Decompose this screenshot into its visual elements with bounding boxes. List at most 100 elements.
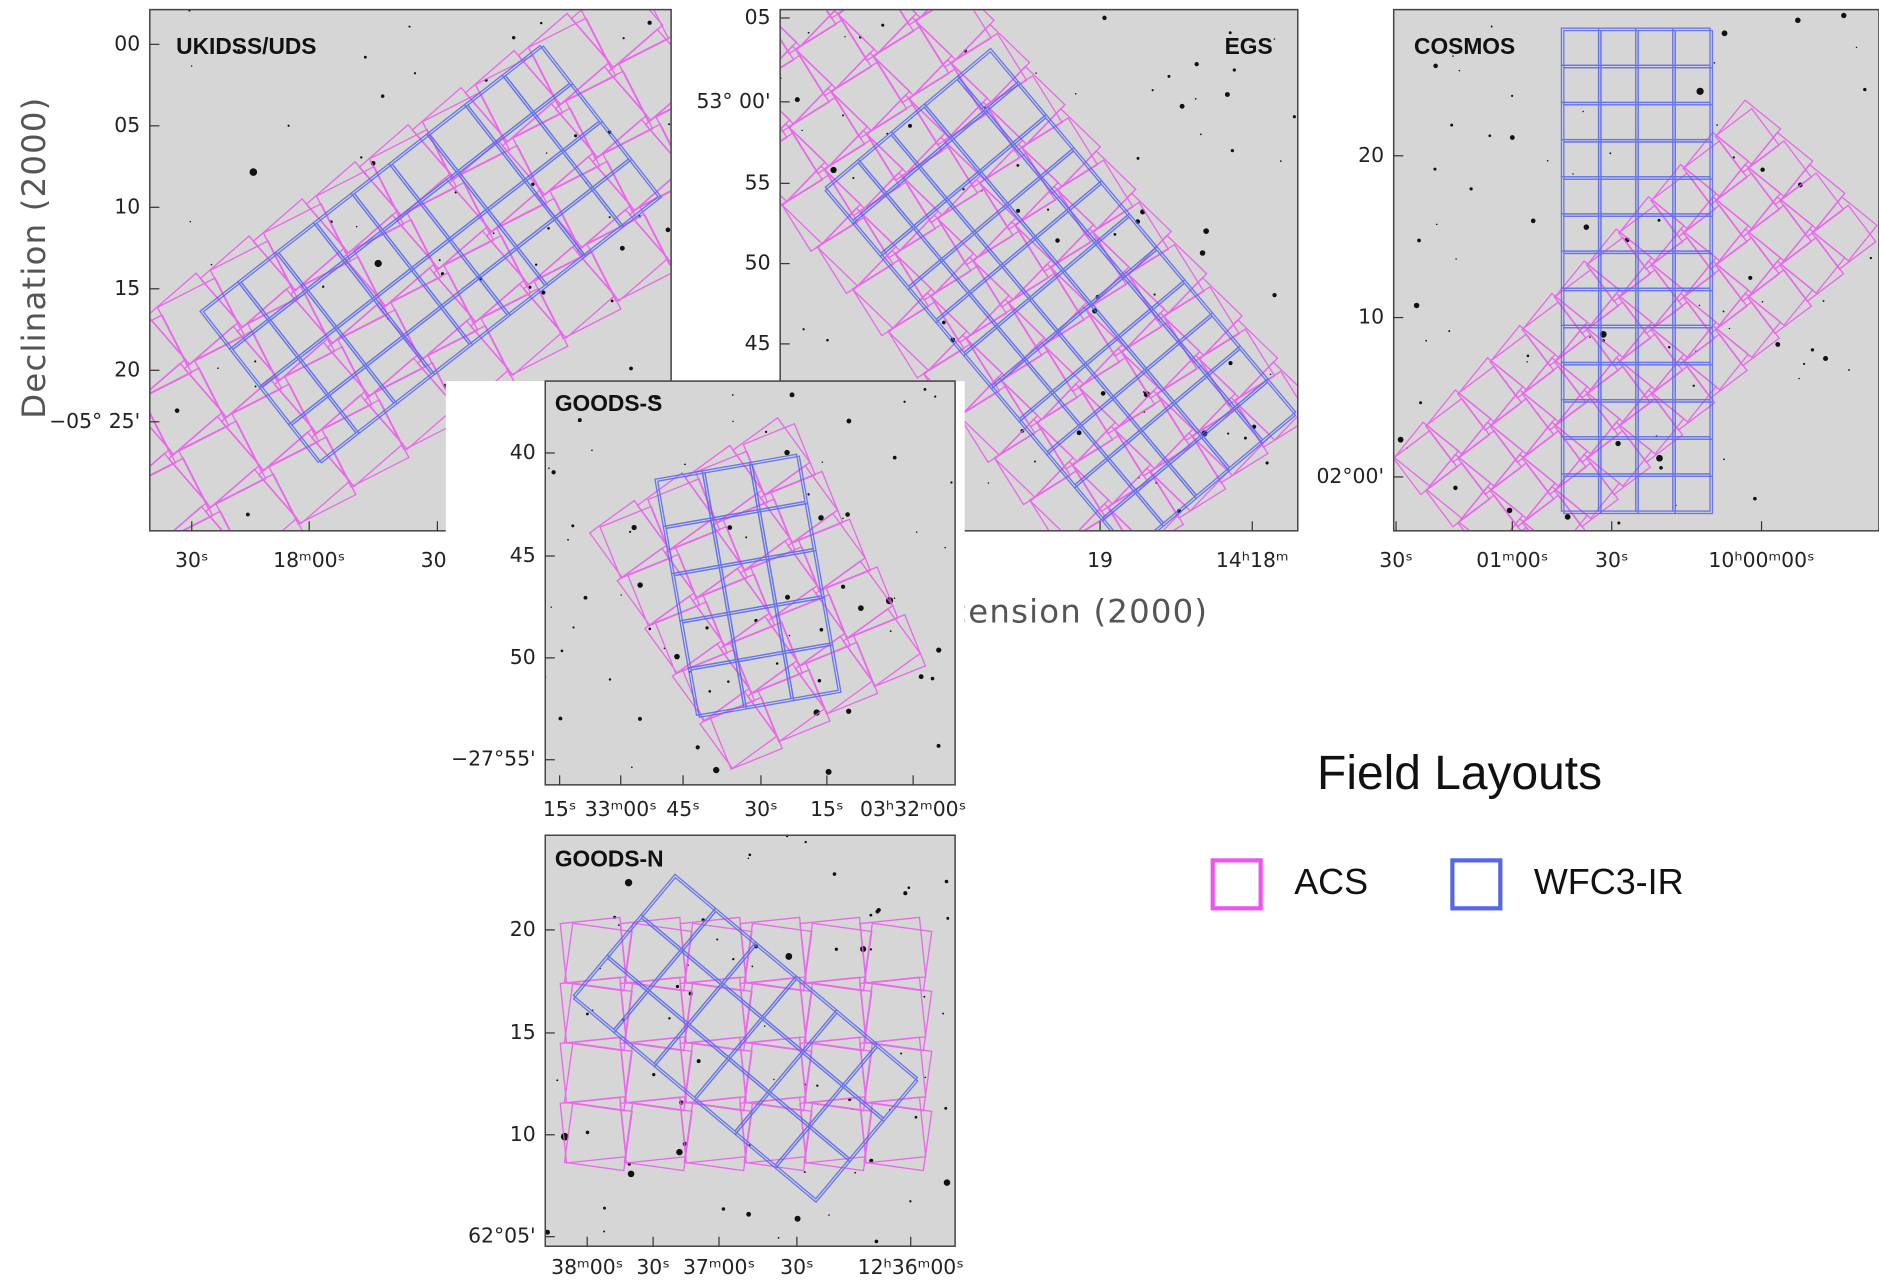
star — [255, 385, 257, 387]
star — [674, 654, 680, 660]
star — [1168, 75, 1171, 78]
star — [944, 1107, 947, 1110]
star — [1244, 437, 1247, 440]
panel: GOODS-N20151062°05'38ᵐ00ˢ30ˢ37ᵐ00ˢ30ˢ12ʰ… — [468, 835, 964, 1279]
star — [1693, 385, 1695, 387]
star — [1143, 391, 1145, 393]
star — [618, 924, 620, 926]
panel-label: EGS — [1225, 33, 1273, 59]
x-tick-label: 10ʰ00ᵐ00ˢ — [1708, 548, 1814, 572]
star — [364, 56, 367, 59]
star — [908, 886, 911, 889]
y-tick-label: 20 — [510, 917, 536, 941]
y-tick-label: 50 — [745, 251, 771, 275]
star — [1775, 342, 1780, 347]
star — [842, 114, 844, 116]
star — [288, 125, 290, 127]
star — [1699, 305, 1700, 306]
star — [1748, 276, 1752, 280]
star — [1668, 346, 1670, 348]
star — [637, 582, 642, 587]
star — [620, 594, 621, 595]
star — [785, 953, 792, 960]
star — [548, 467, 550, 469]
star — [785, 595, 790, 600]
star — [1547, 160, 1549, 162]
star — [942, 321, 946, 325]
star — [835, 948, 838, 951]
star — [923, 996, 925, 998]
y-tick-label: −05° 25' — [49, 409, 140, 433]
star — [414, 72, 416, 74]
star — [1101, 391, 1106, 396]
star — [1195, 98, 1197, 100]
star — [1200, 250, 1206, 256]
star — [852, 177, 854, 179]
star — [556, 1079, 558, 1081]
y-tick-label: 02°00' — [1316, 464, 1384, 488]
star — [546, 152, 547, 153]
star — [1270, 374, 1272, 376]
star — [708, 690, 711, 693]
star — [1152, 89, 1154, 91]
star — [844, 36, 845, 37]
star — [1617, 522, 1620, 525]
star — [890, 630, 892, 632]
star — [535, 263, 537, 265]
star — [826, 339, 829, 342]
star — [676, 1149, 682, 1155]
star — [586, 1131, 590, 1135]
x-tick-label: 30ˢ — [1379, 548, 1413, 572]
star — [931, 677, 935, 681]
star — [1863, 88, 1866, 91]
star — [816, 1085, 818, 1087]
star — [1075, 93, 1077, 95]
star — [784, 450, 789, 455]
star — [211, 264, 212, 265]
panel-label: UKIDSS/UDS — [176, 33, 316, 59]
page: html,body{margin:0;padding:0;background:… — [0, 0, 1879, 1281]
star — [894, 598, 895, 599]
y-tick-label: −27°55' — [451, 747, 536, 771]
star — [1293, 115, 1296, 118]
star — [625, 879, 632, 886]
star — [944, 547, 946, 549]
star — [1527, 355, 1530, 358]
star — [1803, 363, 1805, 365]
x-tick-label: 37ᵐ00ˢ — [683, 1255, 755, 1279]
star — [584, 596, 588, 600]
star — [1016, 164, 1019, 167]
star — [1414, 303, 1420, 309]
star — [950, 481, 952, 483]
star — [1823, 356, 1828, 361]
star — [360, 156, 362, 158]
star — [1077, 430, 1082, 435]
star — [250, 168, 258, 176]
star — [1047, 209, 1049, 211]
star — [870, 948, 872, 950]
star — [1419, 401, 1422, 404]
star — [381, 94, 385, 98]
star — [846, 419, 851, 424]
star — [439, 259, 441, 261]
star — [765, 431, 767, 433]
star — [789, 635, 791, 637]
star — [1034, 461, 1036, 463]
star — [828, 1214, 830, 1216]
star — [356, 226, 358, 228]
star — [408, 26, 410, 28]
star — [1696, 88, 1703, 95]
star — [629, 367, 633, 371]
star — [1453, 486, 1457, 490]
star — [842, 518, 844, 520]
y-tick-label: 40 — [510, 440, 536, 464]
star — [822, 461, 823, 462]
x-tick-label: 30ˢ — [744, 797, 778, 821]
star — [217, 367, 219, 369]
star — [942, 1013, 944, 1015]
star — [1722, 30, 1728, 36]
star — [988, 482, 989, 483]
star — [676, 985, 679, 988]
star — [620, 246, 625, 251]
star — [1856, 47, 1857, 48]
